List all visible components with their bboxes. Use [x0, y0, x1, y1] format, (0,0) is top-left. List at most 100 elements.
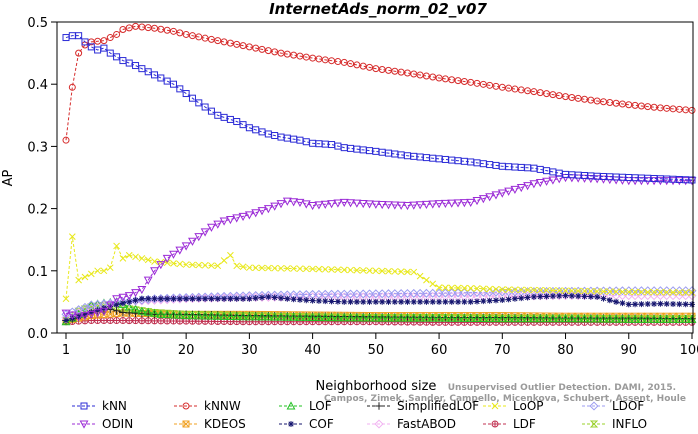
data-point — [131, 304, 140, 313]
y-tick-label: 0.4 — [27, 78, 48, 93]
data-point — [510, 314, 520, 323]
data-point — [63, 317, 69, 324]
data-point — [207, 107, 215, 115]
legend-item-ldof: LDOF — [582, 399, 644, 413]
data-point — [259, 294, 266, 301]
data-point — [662, 314, 672, 323]
data-point — [454, 284, 462, 292]
data-point — [404, 298, 411, 305]
data-point — [498, 286, 506, 293]
data-point — [244, 211, 254, 220]
data-point — [112, 295, 122, 304]
data-point — [328, 266, 335, 273]
data-point — [549, 293, 556, 300]
data-point — [429, 280, 437, 288]
data-point — [404, 268, 411, 276]
data-point — [403, 201, 412, 211]
x-tick-label: 30 — [241, 343, 258, 358]
data-point — [409, 288, 419, 298]
data-point — [478, 195, 488, 204]
data-point — [377, 313, 387, 322]
data-point — [567, 314, 577, 323]
data-point — [593, 287, 601, 295]
data-point — [157, 295, 164, 302]
data-point — [352, 199, 362, 208]
data-point — [290, 296, 297, 303]
data-point — [264, 47, 272, 55]
data-point — [548, 291, 558, 301]
data-point — [347, 266, 354, 274]
data-point — [485, 193, 495, 202]
data-point — [537, 293, 544, 300]
data-point — [207, 35, 215, 43]
data-point — [542, 314, 552, 323]
legend-marker — [286, 401, 296, 410]
data-point — [321, 265, 329, 273]
data-point — [143, 307, 153, 316]
data-point — [340, 58, 348, 66]
data-point — [75, 276, 83, 284]
data-point — [271, 264, 279, 272]
x-axis-label: Neighborhood size — [316, 379, 437, 394]
data-point — [630, 314, 640, 323]
data-point — [353, 266, 361, 274]
data-point — [619, 300, 626, 307]
data-point — [619, 288, 626, 296]
data-point — [644, 288, 652, 296]
data-point — [384, 201, 393, 210]
legend-item-kdeos: KDEOS — [174, 417, 246, 431]
data-point — [112, 307, 121, 315]
data-point — [233, 262, 241, 270]
legend-marker — [182, 420, 190, 428]
data-point — [182, 30, 190, 38]
data-point — [467, 284, 475, 292]
data-point — [459, 199, 469, 208]
data-point — [125, 59, 133, 67]
data-point — [529, 180, 539, 189]
data-point — [263, 312, 273, 321]
data-point — [201, 34, 209, 42]
x-tick-label: 20 — [178, 343, 195, 358]
legend: kNN kNNW LOF SimplifiedLOF LoOP LDOF ODIN KDEOS… — [72, 399, 647, 431]
data-point — [258, 128, 266, 136]
data-point — [687, 314, 697, 323]
data-point — [421, 288, 431, 298]
data-point — [384, 313, 393, 322]
data-point — [573, 291, 583, 301]
data-point — [402, 288, 412, 299]
data-point — [200, 311, 210, 320]
data-point — [499, 297, 506, 304]
data-point — [442, 284, 449, 292]
data-point — [580, 314, 589, 323]
legend-label: SimplifiedLOF — [397, 399, 479, 413]
data-point — [378, 267, 386, 275]
data-point — [252, 264, 260, 272]
data-point — [643, 314, 653, 323]
data-point — [320, 200, 330, 209]
series-knnw — [62, 22, 696, 144]
data-point — [151, 258, 158, 265]
data-point — [100, 267, 108, 275]
data-point — [303, 297, 310, 304]
data-point — [80, 312, 90, 321]
data-point — [156, 261, 166, 270]
data-point — [592, 314, 602, 323]
axes: 0.0 0.1 0.2 0.3 0.4 0.5 1 10 20 30 40 50 60 70 80 90 100 — [27, 16, 698, 358]
data-point — [461, 284, 468, 292]
data-point — [599, 314, 608, 323]
data-point — [132, 62, 140, 70]
data-point — [106, 34, 114, 42]
data-point — [93, 309, 103, 318]
data-point — [543, 286, 550, 294]
data-point — [189, 295, 196, 302]
data-point — [421, 313, 431, 322]
data-point — [390, 289, 400, 299]
data-point — [398, 298, 405, 305]
data-point — [208, 295, 215, 302]
data-point — [221, 295, 228, 302]
data-point — [327, 200, 337, 209]
data-point — [290, 265, 297, 272]
data-point — [682, 289, 690, 296]
data-point — [568, 287, 576, 295]
